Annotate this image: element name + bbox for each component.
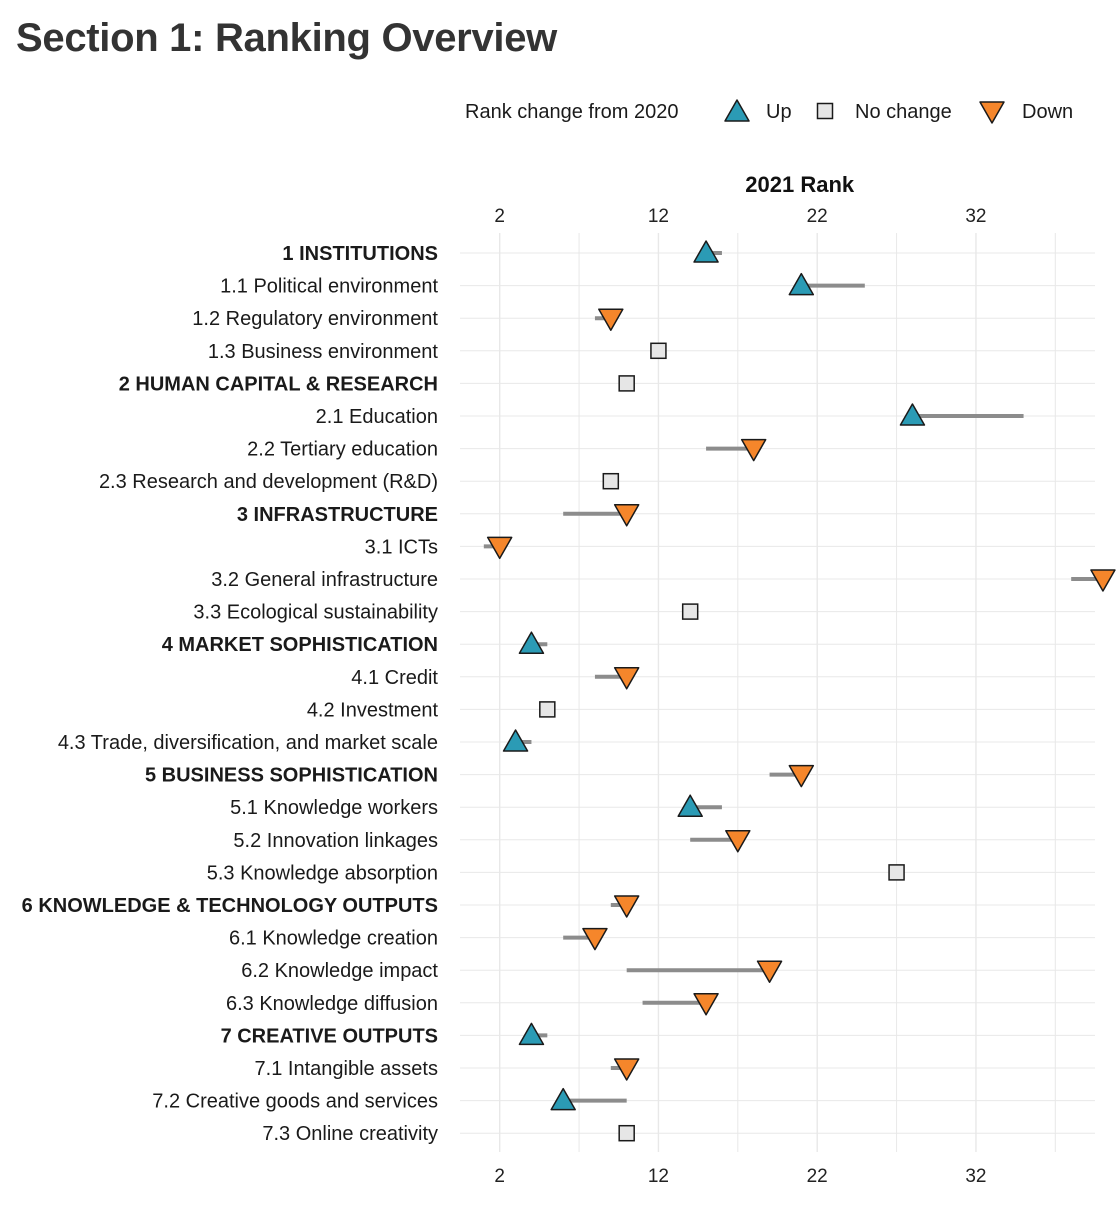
x-axis-title: 2021 Rank [745,172,855,197]
x-tick-label-bottom: 32 [965,1166,986,1187]
x-tick-label-top: 22 [807,206,828,227]
rank-marker-down [788,764,815,788]
rank-marker-nochange [650,342,667,360]
rank-marker-nochange [618,375,635,392]
rank-marker-up [693,240,719,263]
rank-marker-down [598,308,624,331]
row-label: 3 INFRASTRUCTURE [237,504,438,526]
row-label: 5.3 Knowledge absorption [207,862,438,884]
row-label: 7.3 Online creativity [262,1123,438,1145]
row-label: 5.1 Knowledge workers [230,797,438,819]
row-label: 4.1 Credit [351,667,438,689]
row-label: 1.3 Business environment [208,341,439,363]
rank-markers [486,240,1116,1142]
legend-label-up: Up [766,101,792,123]
rank-marker-down [613,504,640,527]
page-title: Section 1: Ranking Overview [16,16,557,60]
row-label: 2.2 Tertiary education [247,439,438,461]
row-label: 2.1 Education [316,406,438,428]
rank-marker-down [725,830,751,853]
row-label: 7 CREATIVE OUTPUTS [221,1025,438,1047]
row-label: 5.2 Innovation linkages [233,830,438,852]
legend: Rank change from 2020 Up No change Down [465,99,1073,124]
rank-marker-nochange [681,603,699,620]
rank-marker-down [693,993,719,1016]
row-label: 6.2 Knowledge impact [241,960,438,982]
x-tick-label-top: 32 [965,206,986,227]
rank-marker-down [1090,569,1116,592]
legend-label-nochange: No change [855,101,952,123]
row-label: 7.2 Creative goods and services [152,1091,438,1113]
row-label: 1 INSTITUTIONS [282,243,438,265]
row-label: 6.3 Knowledge diffusion [226,993,438,1015]
row-label: 5 BUSINESS SOPHISTICATION [145,765,438,787]
row-label: 2.3 Research and development (R&D) [99,471,438,493]
rank-marker-down [613,1058,640,1081]
rank-marker-down [613,667,640,690]
row-label: 4 MARKET SOPHISTICATION [162,634,438,656]
rank-marker-up [677,794,703,817]
rank-marker-nochange [888,864,905,881]
row-label: 1.2 Regulatory environment [192,308,438,330]
rank-marker-nochange [602,472,620,490]
rank-marker-down [486,536,513,560]
rank-marker-up [788,272,815,296]
rank-marker-nochange [539,701,556,718]
rank-marker-down [582,927,608,951]
row-label: 6.1 Knowledge creation [229,928,438,950]
rank-marker-up [550,1087,576,1111]
row-label: 7.1 Intangible assets [255,1058,438,1080]
row-label: 4.3 Trade, diversification, and market s… [58,732,438,754]
grid [460,233,1095,1152]
rank-marker-up [899,403,926,426]
x-tick-label-top: 12 [648,206,669,227]
legend-up-icon [724,99,750,122]
rank-marker-up [518,631,545,654]
row-label: 3.3 Ecological sustainability [193,602,438,624]
legend-nochange-icon [816,102,834,120]
rank-marker-nochange [618,1124,635,1142]
rank-marker-up [502,729,529,752]
rank-marker-down [740,438,767,462]
row-label: 3.1 ICTs [365,536,438,558]
legend-label-down: Down [1022,101,1073,123]
legend-down-icon [979,101,1005,124]
row-label: 6 KNOWLEDGE & TECHNOLOGY OUTPUTS [22,895,438,917]
row-label: 1.1 Political environment [220,276,438,298]
x-tick-label-top: 2 [494,206,505,227]
rank-marker-down [613,895,640,918]
row-label: 2 HUMAN CAPITAL & RESEARCH [119,373,438,395]
rank-marker-up [518,1022,545,1046]
x-tick-label-bottom: 12 [648,1166,669,1187]
legend-title: Rank change from 2020 [465,101,678,123]
row-labels: 1 INSTITUTIONS 1.1 Political environment 1… [22,243,439,1145]
x-tick-label-bottom: 22 [807,1166,828,1187]
rank-marker-down [756,960,783,983]
row-label: 3.2 General infrastructure [211,569,438,591]
x-tick-label-bottom: 2 [494,1166,505,1187]
row-label: 4.2 Investment [307,699,439,721]
